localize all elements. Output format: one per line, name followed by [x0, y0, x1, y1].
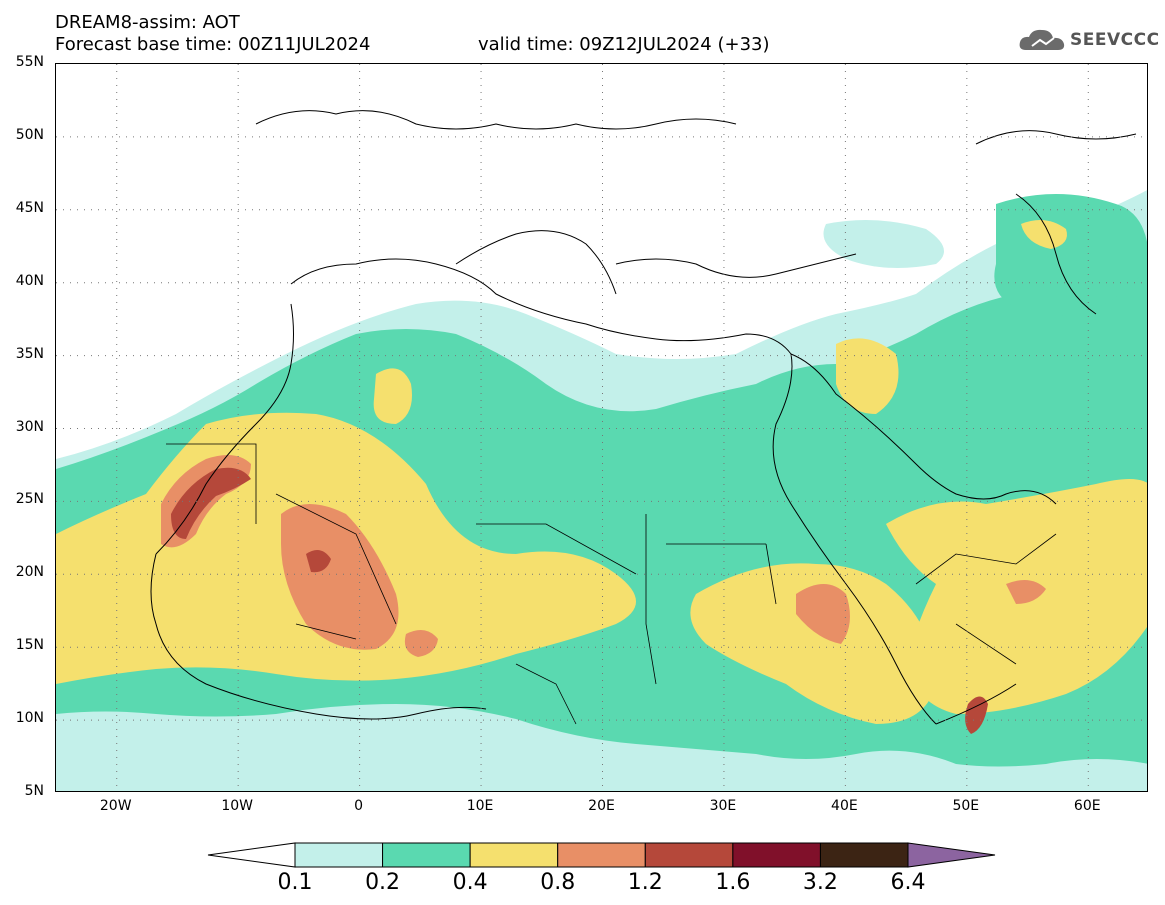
colorbar-segment: [819, 842, 909, 868]
lat-label: 15N: [15, 637, 44, 654]
lat-label: 20N: [15, 564, 44, 581]
lon-label: 0: [354, 798, 364, 814]
aot-band-0.8-ethiopia: [796, 584, 850, 644]
aot-patch-caspian-yellow: [1021, 220, 1067, 249]
lon-label: 40E: [831, 798, 858, 814]
logo-text: SEEVCCC: [1070, 30, 1160, 50]
aot-patch-sudan: [690, 563, 936, 724]
lon-label: 60E: [1073, 798, 1101, 814]
aot-band-1.2-morocco: [171, 467, 251, 539]
lon-label: 50E: [952, 798, 980, 814]
aot-patch-iraq: [836, 338, 899, 414]
lat-label: 10N: [15, 710, 44, 727]
lat-label: 40N: [15, 272, 44, 289]
graticule: [56, 64, 1147, 791]
colorbar-label: 3.2: [802, 870, 838, 895]
colorbar-segment: [557, 842, 646, 868]
aot-map: [55, 63, 1148, 792]
valid-time: valid time: 09Z12JUL2024 (+33): [478, 34, 770, 55]
chart-title: DREAM8-assim: AOT: [55, 12, 240, 33]
cloud-icon: [1019, 29, 1065, 50]
lat-label: 35N: [15, 345, 44, 362]
colorbar-label: 0.8: [540, 870, 576, 895]
lat-label: 30N: [15, 418, 44, 435]
lat-label: 45N: [15, 199, 44, 216]
aot-band-1.2-somalia: [965, 696, 988, 734]
colorbar-label: 6.4: [890, 870, 926, 895]
aot-band-0.8-oman: [1006, 580, 1046, 604]
colorbar-segment: [644, 842, 734, 868]
forecast-base-time: Forecast base time: 00Z11JUL2024: [55, 34, 371, 55]
colorbar-label: 1.2: [627, 870, 663, 895]
colorbar-segment: [294, 842, 384, 868]
colorbar-segment: [469, 842, 559, 868]
aot-patch-sahara-north: [373, 368, 412, 424]
lon-label: 10W: [221, 798, 253, 814]
aot-band-0.8-mali: [404, 630, 438, 657]
lon-label: 30E: [709, 798, 737, 814]
aot-band-1.2-sahara: [306, 550, 331, 573]
colorbar-label: 0.4: [452, 870, 488, 895]
colorbar-segment: [382, 842, 471, 868]
colorbar-high-triangle: [907, 842, 996, 868]
lon-label: 20E: [588, 798, 615, 814]
seevccc-logo: SEEVCCC: [1018, 26, 1160, 54]
lon-label: 10E: [466, 798, 494, 814]
borders: [166, 443, 1057, 725]
map-canvas: [56, 64, 1147, 791]
lon-label: 20W: [99, 798, 132, 814]
colorbar-label: 0.1: [277, 870, 313, 895]
colorbar-label: 1.6: [715, 870, 751, 895]
colorbar-label: 0.2: [365, 870, 401, 895]
aot-band-0.8-sahara: [281, 504, 399, 650]
aot-patch-blacksea-east: [823, 220, 944, 268]
lat-label: 55N: [15, 54, 44, 70]
lat-label: 5N: [24, 783, 44, 799]
lat-label: 25N: [15, 491, 44, 508]
colorbar-segment: [732, 842, 821, 868]
colorbar-low-triangle: [207, 842, 296, 868]
lat-label: 50N: [15, 126, 44, 143]
coastlines: [150, 110, 1137, 725]
